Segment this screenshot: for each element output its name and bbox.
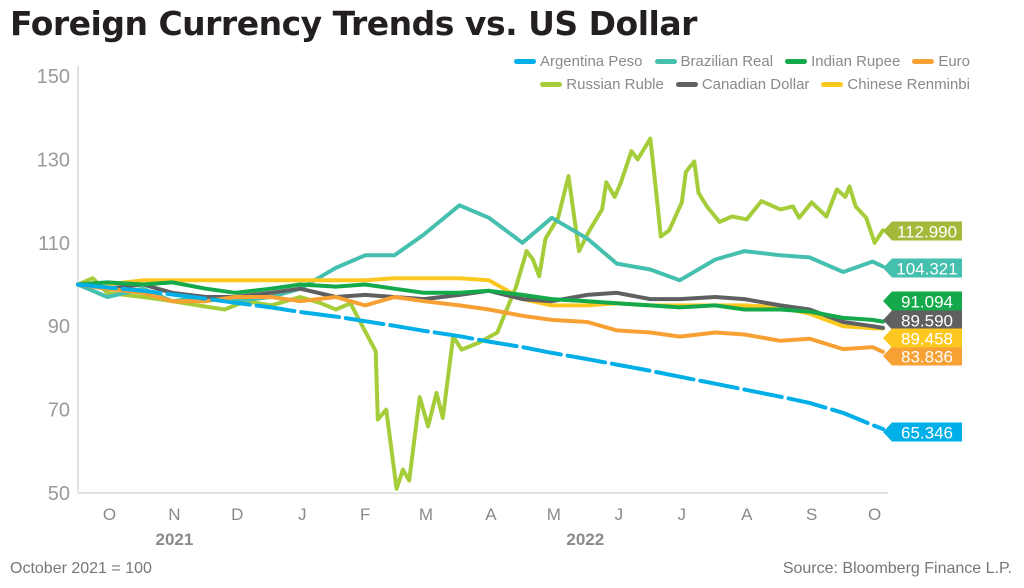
end-tag-shape (883, 422, 962, 442)
end-value-tag: 89.590 (883, 310, 962, 331)
legend-label: Chinese Renminbi (847, 76, 970, 93)
legend-label: Indian Rupee (811, 53, 901, 70)
year-label: 2022 (566, 530, 604, 549)
end-value-label: 89.458 (901, 330, 953, 349)
legend-item: Canadian Dollar (675, 76, 810, 93)
end-tag-shape (883, 221, 962, 241)
legend-item: Russian Ruble (540, 76, 664, 93)
end-value-label: 65.346 (901, 424, 953, 443)
end-value-label: 104.321 (896, 260, 957, 279)
legend-item: Argentina Peso (513, 53, 643, 70)
y-tick-label: 110 (38, 233, 70, 255)
legend-label: Brazilian Real (680, 53, 774, 70)
legend-swatch (540, 82, 563, 87)
year-label: 2021 (156, 530, 194, 549)
x-tick-label: J (298, 505, 307, 524)
end-tag-shape (883, 328, 962, 348)
end-value-label: 112.990 (897, 223, 957, 242)
end-value-label: 91.094 (901, 293, 953, 312)
x-tick-label: J (678, 505, 687, 524)
legend-label: Canadian Dollar (701, 76, 810, 93)
x-tick-label: O (868, 505, 881, 524)
end-value-tag: 89.458 (883, 328, 962, 349)
series-line-russian-ruble (76, 136, 885, 491)
baseline-note: October 2021 = 100 (10, 560, 152, 577)
end-tag-shape (883, 291, 962, 311)
legend-item: Indian Rupee (785, 53, 900, 70)
legend-item: Brazilian Real (654, 53, 774, 70)
x-tick-label: F (360, 505, 370, 524)
end-value-label: 89.590 (901, 312, 953, 331)
legend-swatch (821, 82, 844, 87)
end-value-tag: 112.990 (883, 221, 962, 242)
end-value-tag: 91.094 (883, 291, 962, 312)
end-value-tag: 65.346 (883, 422, 962, 443)
y-tick-label: 130 (37, 149, 70, 171)
legend-swatch (675, 82, 698, 87)
legend-swatch (912, 59, 935, 64)
x-tick-label: A (485, 505, 497, 524)
legend: Argentina Peso Brazilian Real Indian Rupee… (450, 50, 970, 96)
x-tick-label: A (741, 505, 753, 524)
x-tick-label: S (806, 505, 817, 524)
x-tick-label: O (103, 505, 116, 524)
legend-label: Euro (938, 53, 970, 70)
series-line-chinese-renminbi (76, 276, 885, 331)
legend-label: Argentina Peso (539, 53, 643, 70)
legend-label: Russian Ruble (566, 76, 664, 93)
end-value-tag: 83.836 (883, 346, 962, 367)
legend-swatch (513, 59, 536, 64)
y-tick-label: 90 (48, 316, 70, 338)
end-tag-shape (883, 310, 962, 330)
y-tick-label: 50 (48, 483, 70, 505)
series-line-indian-rupee (76, 280, 885, 324)
chart-title: Foreign Currency Trends vs. US Dollar (10, 4, 697, 43)
series-line-argentina-peso (76, 282, 885, 431)
x-tick-label: N (168, 505, 180, 524)
end-tag-shape (883, 346, 962, 366)
x-tick-label: J (615, 505, 624, 524)
legend-swatch (785, 59, 808, 64)
legend-swatch (654, 59, 677, 64)
end-tag-shape (883, 258, 962, 278)
x-tick-label: D (231, 505, 243, 524)
end-value-tag: 104.321 (883, 258, 962, 279)
y-tick-label: 150 (37, 66, 70, 88)
end-value-label: 83.836 (901, 348, 953, 367)
legend-item: Euro (912, 53, 970, 70)
y-tick-label: 70 (48, 400, 70, 422)
x-tick-label: M (419, 505, 433, 524)
legend-item: Chinese Renminbi (821, 76, 970, 93)
source-note: Source: Bloomberg Finance L.P. (782, 560, 1012, 577)
x-tick-label: M (547, 505, 561, 524)
